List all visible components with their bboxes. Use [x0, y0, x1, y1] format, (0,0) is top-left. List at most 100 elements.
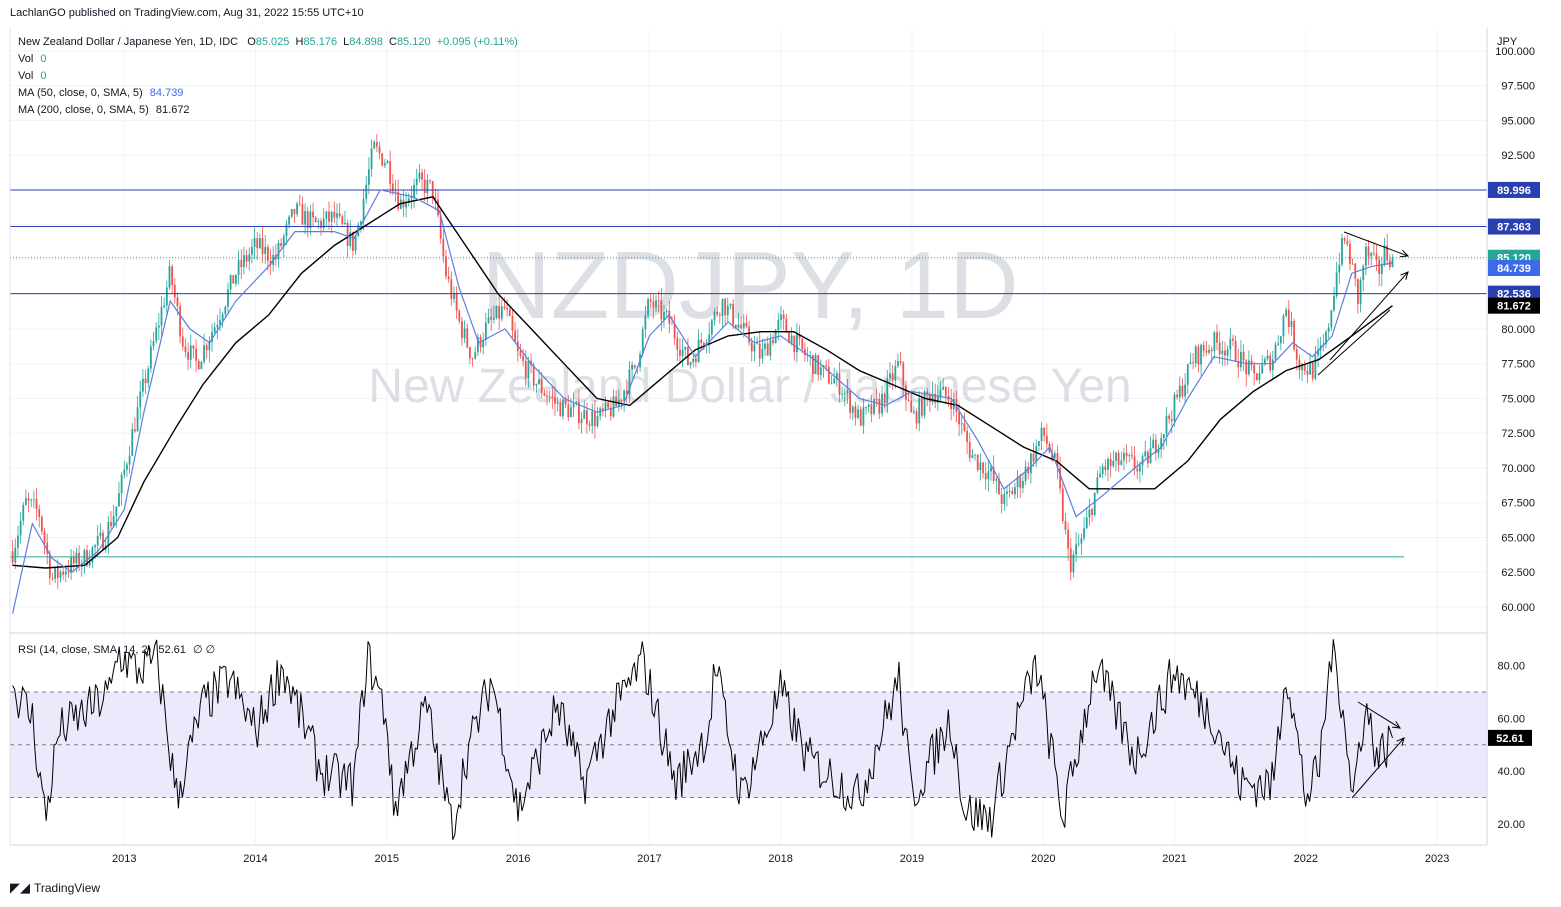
candle-body — [25, 498, 27, 505]
legend-ma200-row[interactable]: MA (200, close, 0, SMA, 5) 81.672 — [18, 104, 190, 116]
candle — [36, 488, 38, 520]
support-trendline-2[interactable] — [1318, 310, 1390, 375]
candle — [312, 203, 314, 227]
candle — [373, 140, 375, 149]
candle-body — [185, 347, 187, 352]
candle-body — [847, 391, 849, 393]
candle — [445, 250, 447, 279]
price-tag-label: 81.672 — [1497, 301, 1531, 313]
candle-body — [464, 328, 466, 338]
candle-body — [1025, 467, 1027, 481]
candle-body — [1009, 491, 1011, 492]
candle-body — [817, 355, 819, 375]
candle-body — [193, 345, 195, 348]
candle-body — [373, 142, 375, 148]
candle — [1269, 353, 1271, 374]
price-tick-label: 92.500 — [1501, 150, 1535, 162]
candle-body — [676, 338, 678, 349]
resistance-trendline[interactable] — [1344, 232, 1408, 256]
legend-symbol-row[interactable]: New Zealand Dollar / Japanese Yen, 1D, I… — [18, 36, 518, 48]
candle-body — [658, 300, 660, 301]
candle — [1205, 341, 1207, 356]
candle-body — [294, 209, 296, 214]
rsi-tick-label: 80.00 — [1497, 661, 1525, 673]
candle — [599, 406, 601, 420]
candle — [987, 460, 989, 492]
candle — [815, 353, 817, 374]
candle-body — [129, 456, 131, 465]
candle-body — [1163, 434, 1165, 438]
candle-body — [1123, 453, 1125, 460]
candle — [1227, 345, 1229, 365]
candle-body — [230, 275, 232, 289]
candle-body — [950, 401, 952, 409]
candle — [129, 446, 131, 473]
candle — [331, 211, 333, 234]
legend-vol1-row[interactable]: Vol 0 — [18, 53, 46, 65]
candle-body — [371, 148, 373, 169]
candle-body — [73, 557, 75, 563]
candle — [1256, 373, 1258, 381]
candle-body — [1373, 253, 1375, 254]
candle-body — [844, 393, 846, 394]
time-tick-label: 2021 — [1162, 853, 1186, 865]
candle-body — [376, 142, 378, 147]
candle — [123, 461, 125, 478]
candle — [179, 302, 181, 343]
candle-body — [756, 343, 758, 344]
candle-body — [559, 402, 561, 416]
candle — [17, 526, 19, 557]
candle-body — [169, 266, 171, 287]
legend-vol2-row[interactable]: Vol 0 — [18, 70, 46, 82]
candle-body — [1341, 238, 1343, 264]
candle-body — [1309, 363, 1311, 375]
candle-body — [594, 412, 596, 427]
candle — [1253, 361, 1255, 385]
legend-ma50-row[interactable]: MA (50, close, 0, SMA, 5) 84.739 — [18, 87, 183, 99]
support-trendline[interactable] — [1330, 272, 1408, 360]
candle — [1243, 344, 1245, 370]
candle — [227, 282, 229, 312]
candle — [1322, 334, 1324, 351]
candle-body — [419, 173, 421, 179]
candle — [200, 361, 202, 369]
candle-body — [442, 239, 444, 256]
candle — [161, 296, 163, 337]
candle-body — [599, 408, 601, 416]
candle-body — [1104, 467, 1106, 470]
candle-body — [1081, 538, 1083, 543]
candle-body — [389, 161, 391, 184]
candle — [581, 412, 583, 433]
candle — [1365, 243, 1367, 275]
candle — [256, 232, 258, 260]
trendline-drawings[interactable] — [1318, 232, 1408, 375]
candle-body — [1381, 265, 1383, 274]
tradingview-logo-icon: ◤◢ — [10, 880, 30, 896]
legend-rsi-row[interactable]: RSI (14, close, SMA, 14, 2) 52.61 ∅ ∅ — [18, 643, 215, 656]
candle-body — [1182, 386, 1184, 397]
candle-body — [424, 180, 426, 194]
candle — [849, 388, 851, 419]
candle-body — [1075, 544, 1077, 554]
price-tick-label: 65.000 — [1501, 532, 1535, 544]
candle-body — [1019, 477, 1021, 488]
candle — [456, 286, 458, 319]
candle-body — [240, 260, 242, 267]
candle-body — [1046, 436, 1048, 444]
candle-body — [942, 387, 944, 390]
candle-body — [38, 509, 40, 517]
footer[interactable]: ◤◢ TradingView — [10, 880, 100, 896]
candle-body — [1360, 280, 1362, 304]
candle-body — [89, 563, 91, 566]
candle-body — [692, 359, 694, 363]
time-tick-label: 2022 — [1294, 853, 1318, 865]
candle — [339, 203, 341, 219]
candle-body — [60, 572, 62, 578]
candle-body — [1229, 339, 1231, 350]
candle-body — [461, 321, 463, 338]
candle-body — [1107, 459, 1109, 470]
candle — [1386, 234, 1388, 265]
candle — [1150, 437, 1152, 464]
candle — [1126, 444, 1128, 463]
